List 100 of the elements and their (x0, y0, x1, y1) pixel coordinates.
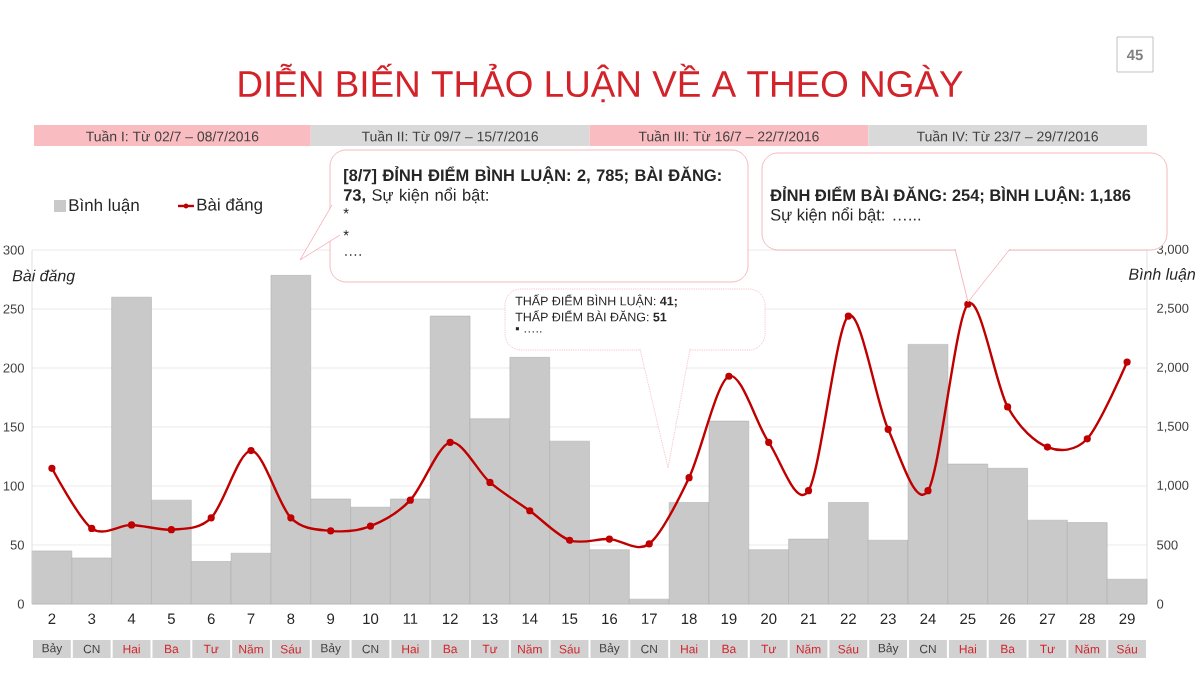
text: Ba (443, 644, 458, 654)
point (1004, 403, 1012, 411)
text: Sự kiện nổi bật: …... (770, 207, 921, 223)
text: ĐỈNH ĐIỂM BÀI ĐĂNG: 254; BÌNH LUẬN: 1,186 (770, 186, 1131, 204)
point (605, 535, 614, 543)
annotation: THẤP ĐIỂM BÀI ĐĂNG: 51 (515, 310, 667, 322)
point (964, 300, 972, 308)
legend-label: Bình luận (69, 198, 139, 214)
y2-tick-label: 1,500 (1157, 421, 1189, 433)
y2-tick-label: 500 (1157, 540, 1178, 550)
y-tick-label: 0 (17, 599, 24, 609)
point (1083, 435, 1091, 443)
point (366, 522, 375, 530)
y-tick-label: 250 (3, 304, 24, 314)
text: * (343, 208, 349, 214)
text: Tư (761, 644, 777, 654)
chart-title: DIỄN BIẾN THẢO LUẬN VỀ A THEO NGÀY (239, 63, 963, 103)
point (48, 464, 56, 472)
y2-tick-label: 1,000 (1157, 480, 1189, 492)
x-tick-label: 23 (880, 613, 896, 625)
text: Hai (959, 644, 976, 654)
x-tick-label: 16 (602, 613, 618, 625)
text: 45 (1126, 49, 1143, 61)
text: Tuần IV: Từ 23/7 – 29/7/2016 (916, 130, 1098, 142)
x-tick-label: 24 (920, 613, 936, 624)
x-tick-label: 15 (562, 613, 578, 624)
point (884, 425, 892, 433)
point (645, 540, 653, 548)
x-tick-label: 6 (207, 613, 215, 625)
y-axis-title: Bài đăng (12, 269, 75, 285)
text: Năm (239, 644, 263, 654)
point (446, 438, 454, 446)
point (167, 526, 175, 534)
point (287, 514, 295, 522)
text: Tuần I: Từ 02/7 – 08/7/2016 (86, 130, 259, 142)
x-tick-label: 27 (1039, 613, 1056, 624)
x-tick-label: 12 (442, 613, 458, 624)
point (247, 446, 255, 455)
x-tick-label: 3 (88, 613, 96, 625)
point (725, 372, 733, 380)
point (1123, 358, 1131, 366)
y2-tick-label: 2,500 (1157, 303, 1189, 315)
annotation: ▪ ….. (515, 327, 542, 333)
text: Hai (123, 644, 140, 654)
point (685, 474, 693, 482)
point (804, 487, 813, 495)
x-tick-label: 13 (482, 613, 498, 625)
point (924, 487, 932, 495)
text: Ba (722, 644, 737, 654)
y2-axis-title: Bình luận (1128, 267, 1196, 283)
text: Năm (518, 644, 542, 654)
text: * (343, 230, 349, 236)
x-tick-label: 19 (721, 613, 737, 625)
y2-tick-label: 0 (1157, 599, 1164, 609)
text: Tuần III: Từ 16/7 – 22/7/2016 (638, 130, 819, 142)
text: [8/7] ĐỈNH ĐIỂM BÌNH LUẬN: 2, 785; BÀI ĐĂNG: 73, Sự kiện nổi bật: (343, 166, 721, 204)
text: CN (919, 644, 936, 654)
text: Hai (681, 644, 698, 654)
text: Năm (796, 644, 821, 654)
y-tick-label: 50 (10, 540, 24, 550)
point (327, 527, 335, 535)
text: Ba (165, 644, 179, 654)
text: CN (641, 644, 657, 654)
x-tick-label: 8 (287, 613, 295, 625)
point (127, 521, 136, 529)
text: Bảy (321, 643, 341, 655)
point (566, 536, 574, 544)
x-tick-label: 10 (363, 613, 379, 625)
x-tick-label: 18 (681, 613, 697, 625)
y-tick-label: 300 (3, 245, 24, 255)
text: Tuần II: Từ 09/7 – 15/7/2016 (361, 130, 539, 142)
x-tick-label: 29 (1119, 613, 1135, 625)
y-tick-label: 100 (3, 481, 24, 491)
point (207, 514, 215, 522)
y-tick-label: 200 (3, 363, 24, 373)
text: Bảy (600, 643, 620, 655)
x-tick-label: 4 (127, 613, 136, 624)
text: Ba (1001, 644, 1015, 654)
point (1043, 443, 1052, 451)
point (526, 507, 534, 515)
x-tick-label: 20 (761, 613, 777, 625)
x-tick-label: 2 (48, 613, 56, 624)
point (486, 478, 494, 487)
annotation: THẤP ĐIỂM BÌNH LUẬN: 41; (515, 294, 677, 308)
x-tick-label: 5 (167, 613, 175, 624)
y-tick-label: 150 (3, 422, 24, 432)
text: CN (362, 644, 379, 654)
point (88, 524, 96, 533)
text: CN (83, 644, 100, 654)
y2-tick-label: 2,000 (1157, 362, 1189, 374)
x-tick-label: 17 (642, 613, 657, 624)
x-tick-label: 22 (840, 613, 856, 624)
point (844, 312, 852, 320)
text: Tư (482, 644, 498, 654)
x-tick-label: 26 (1000, 613, 1016, 625)
text: Sáu (559, 644, 580, 654)
text: Bảy (42, 643, 63, 655)
annotation: …. (345, 254, 361, 256)
x-tick-label: 21 (800, 613, 817, 624)
point (765, 438, 773, 446)
